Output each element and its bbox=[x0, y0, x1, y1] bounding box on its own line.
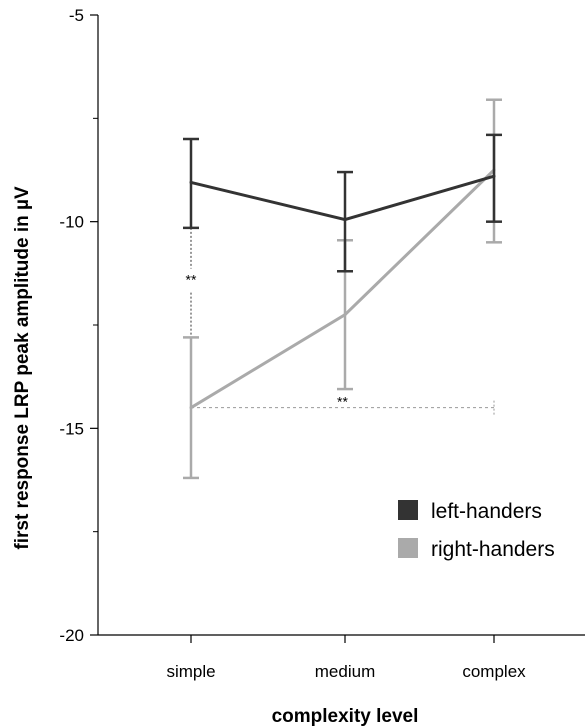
y-tick-label: -20 bbox=[59, 626, 84, 645]
x-axis-title: complexity level bbox=[272, 706, 419, 727]
y-tick-label: -15 bbox=[59, 419, 84, 438]
axes: -5 -10 -15 -20 simple medium complex bbox=[59, 6, 585, 681]
significance-annotations: ** ** bbox=[186, 227, 495, 415]
series-left-handers bbox=[183, 133, 502, 273]
legend-label: left-handers bbox=[431, 500, 542, 523]
x-tick-label: medium bbox=[315, 662, 375, 681]
data-point bbox=[343, 313, 347, 317]
legend: left-handers right-handers bbox=[398, 500, 555, 561]
data-point bbox=[343, 218, 347, 222]
series-group bbox=[183, 98, 502, 480]
significance-label: ** bbox=[337, 394, 348, 410]
data-point bbox=[189, 406, 193, 410]
legend-swatch bbox=[398, 538, 418, 558]
series-right-handers bbox=[183, 98, 502, 480]
x-tick-label: complex bbox=[462, 662, 526, 681]
data-point bbox=[492, 174, 496, 178]
significance-label: ** bbox=[186, 272, 197, 288]
data-point bbox=[189, 180, 193, 184]
y-tick-label: -5 bbox=[69, 6, 84, 25]
x-tick-label: simple bbox=[166, 662, 215, 681]
legend-label: right-handers bbox=[431, 538, 555, 561]
legend-swatch bbox=[398, 500, 418, 520]
series-line bbox=[190, 168, 496, 409]
y-axis-title: first response LRP peak amplitude in µV bbox=[12, 186, 33, 550]
y-tick-label: -10 bbox=[59, 213, 84, 232]
